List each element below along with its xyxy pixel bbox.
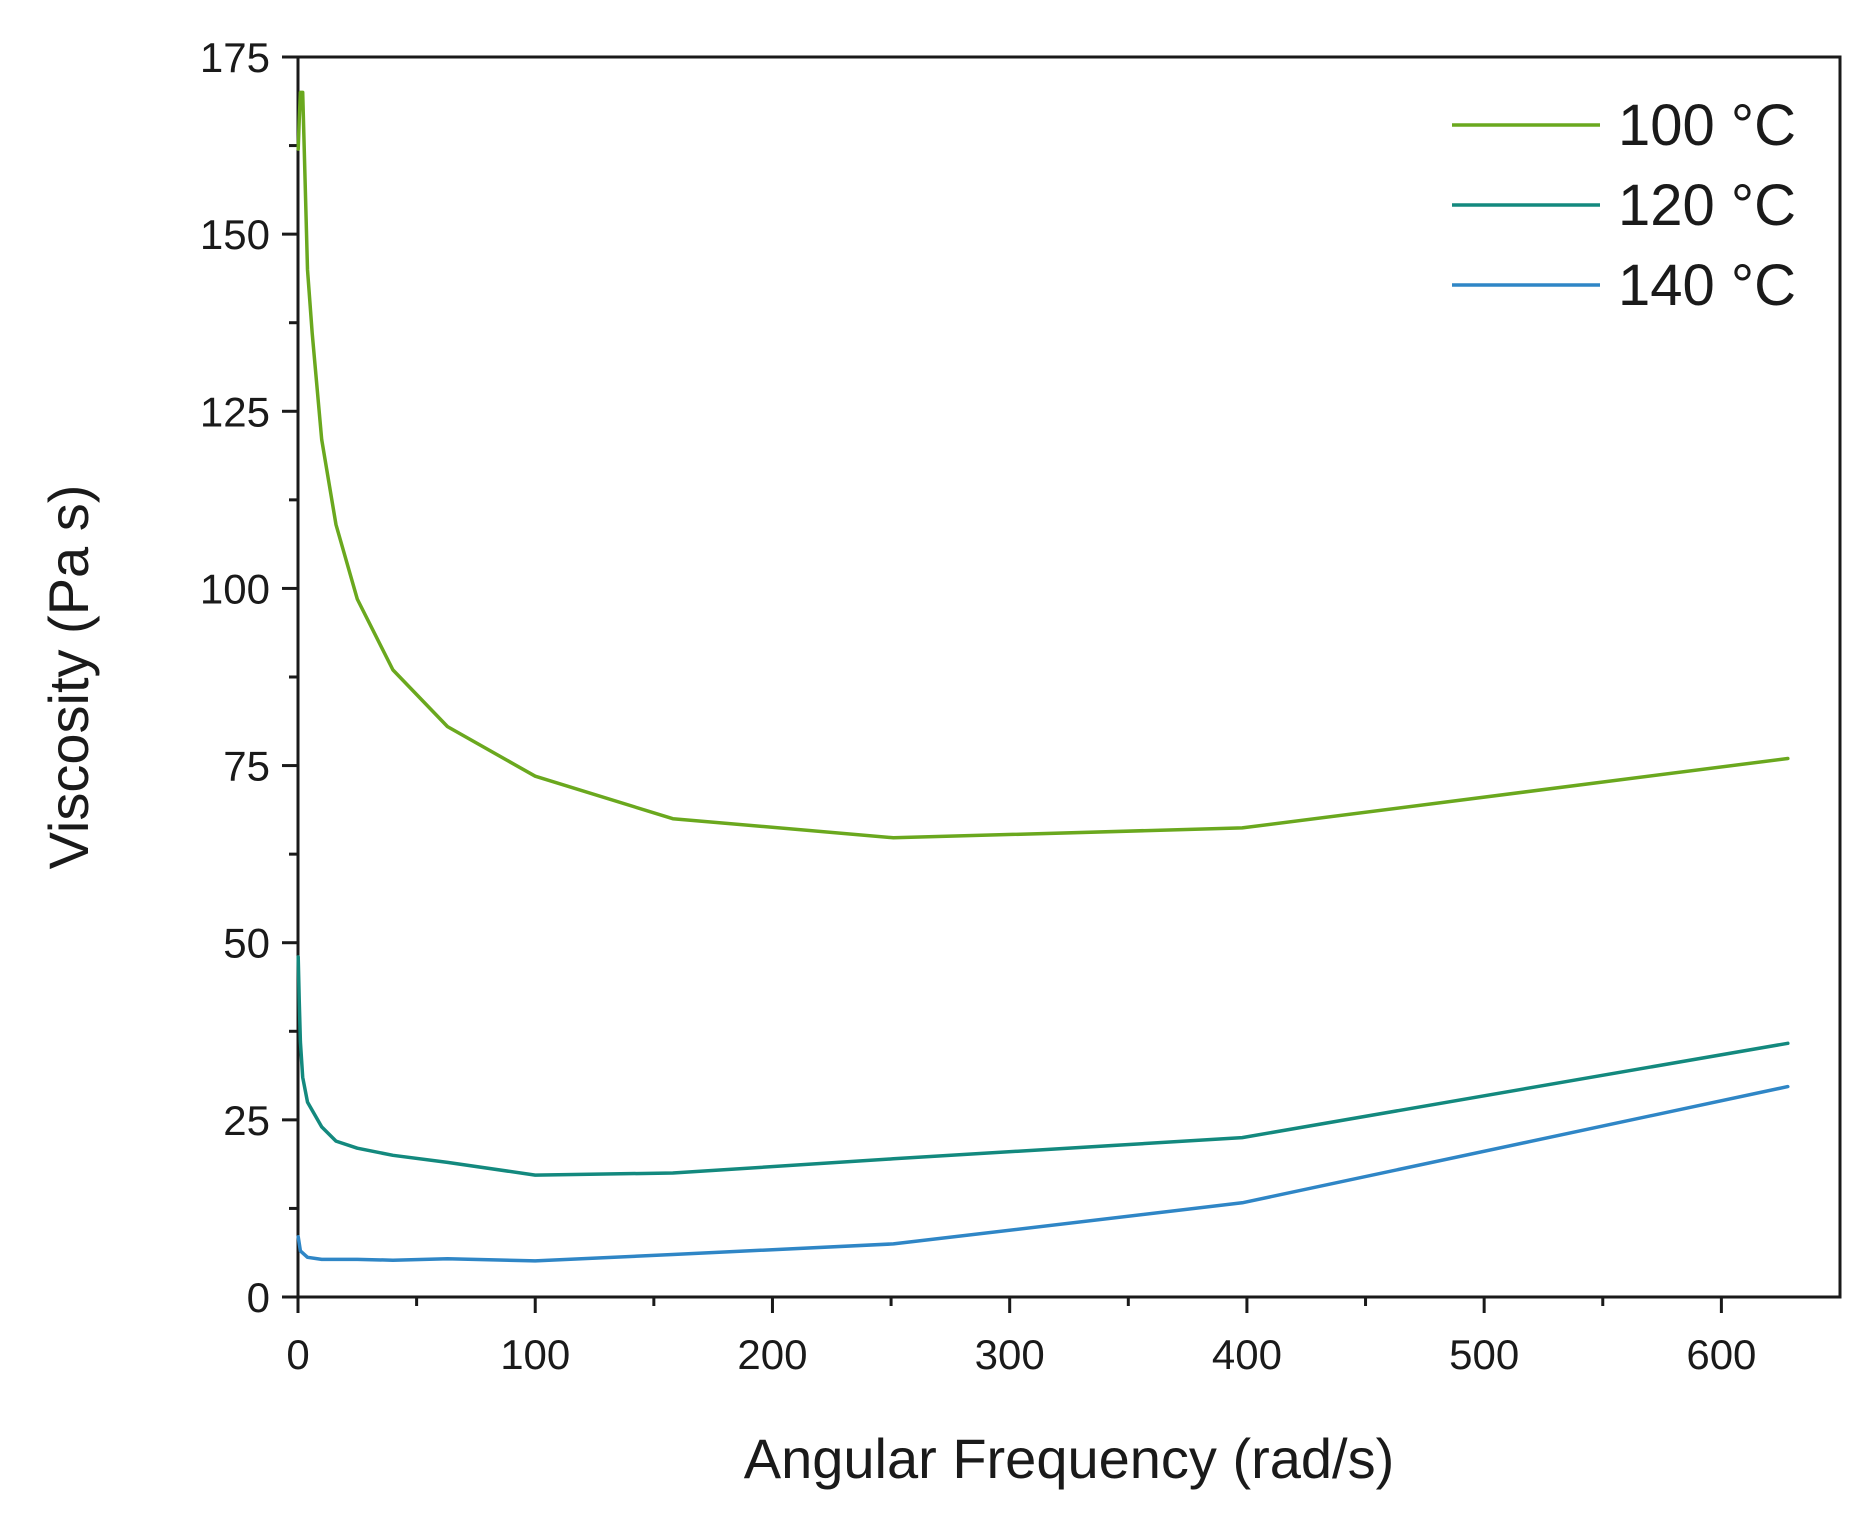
legend: 100 °C 120 °C 140 °C [1452, 93, 1796, 318]
legend-label: 140 °C [1618, 253, 1796, 318]
y-tick-label: 125 [200, 388, 270, 435]
x-tick-label: 400 [1212, 1331, 1282, 1378]
y-tick-label: 75 [223, 743, 270, 790]
y-tick-label: 175 [200, 34, 270, 81]
y-axis-title: Viscosity (Pa s) [37, 485, 100, 870]
y-tick-label: 100 [200, 565, 270, 612]
y-tick-label: 150 [200, 211, 270, 258]
y-tick-label: 25 [223, 1097, 270, 1144]
series-layer [296, 90, 1790, 1263]
series-line [296, 955, 1790, 1177]
x-tick-label: 300 [975, 1331, 1045, 1378]
axes: 0 100 200 300 400 500 600 0 25 50 75 100 125 150 175 [200, 34, 1842, 1378]
plot-frame [296, 55, 1842, 1299]
x-tick-label: 0 [286, 1331, 309, 1378]
x-axis-title: Angular Frequency (rad/s) [744, 1427, 1395, 1490]
legend-label: 120 °C [1618, 173, 1796, 238]
series-line [296, 90, 1790, 840]
series-line [296, 1084, 1790, 1263]
x-tick-label: 100 [500, 1331, 570, 1378]
y-tick-label: 50 [223, 920, 270, 967]
x-tick-label: 600 [1686, 1331, 1756, 1378]
x-tick-label: 500 [1449, 1331, 1519, 1378]
legend-label: 100 °C [1618, 93, 1796, 158]
x-tick-label: 200 [737, 1331, 807, 1378]
y-tick-label: 0 [247, 1274, 270, 1321]
